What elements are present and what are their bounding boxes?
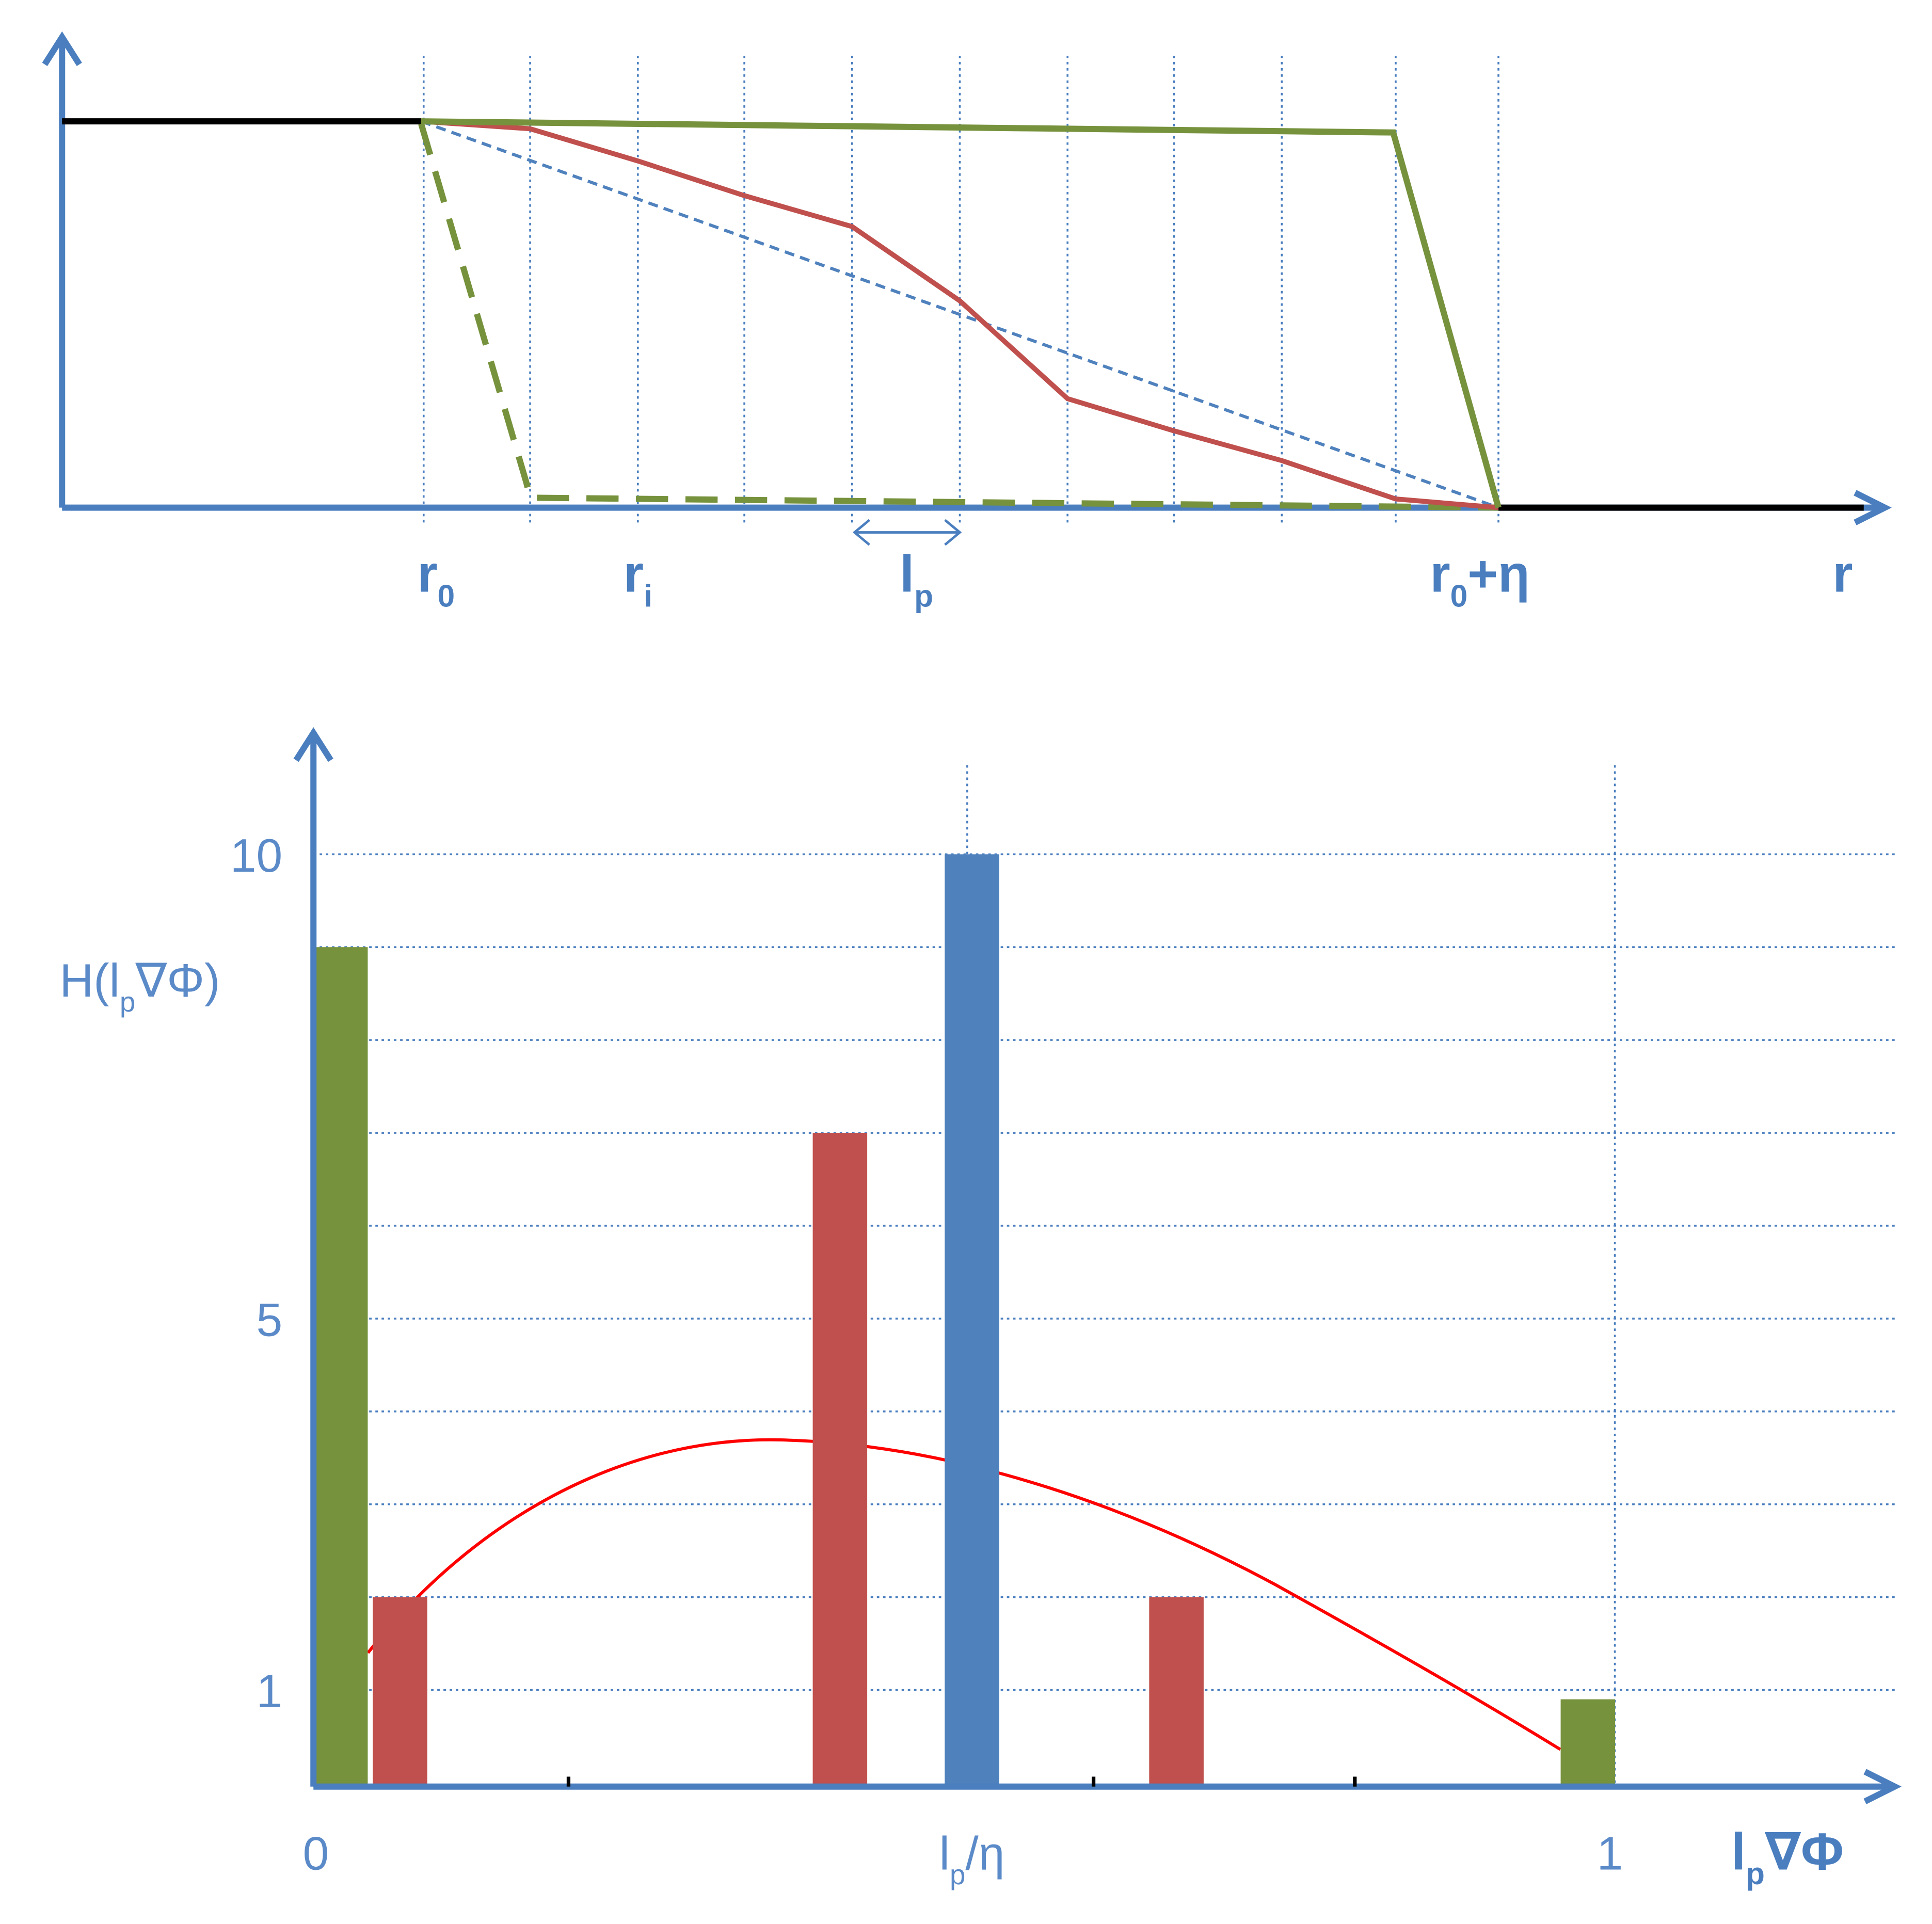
- top-y-axis: [42, 31, 82, 508]
- label-subscript: p: [914, 578, 933, 613]
- axis-label: r: [1832, 546, 1853, 603]
- y-axis-title: H(lp∇Φ): [59, 954, 220, 1018]
- label-subscript: 0: [438, 578, 455, 613]
- green-profile: [421, 118, 1502, 509]
- x-tick-label: 1: [1597, 1827, 1623, 1880]
- lp-arrow: [852, 519, 962, 546]
- minor-ticks: [566, 1776, 1357, 1787]
- bar: [373, 1597, 427, 1787]
- bars: [313, 854, 1616, 1787]
- label-subscript: 0: [1450, 578, 1468, 613]
- label-main: r: [624, 546, 644, 603]
- bar: [945, 854, 999, 1787]
- label-suffix: ∇Φ): [135, 954, 220, 1007]
- x-tick-label: lp/η: [939, 1827, 1005, 1890]
- bar: [313, 947, 368, 1787]
- label-suffix: /η: [965, 1827, 1004, 1880]
- label-suffix: ∇Φ: [1765, 1823, 1844, 1881]
- label-subscript: p: [120, 986, 135, 1018]
- label-subscript: p: [1746, 1856, 1765, 1891]
- label-main: r: [417, 546, 437, 603]
- bar: [812, 1133, 868, 1787]
- label-suffix: +η: [1467, 546, 1529, 603]
- label-subscript: p: [950, 1858, 965, 1890]
- axis-label: lp: [900, 546, 933, 614]
- top-grid: [422, 55, 1499, 526]
- label-main: r: [1430, 546, 1450, 603]
- x-axis-title: lp∇Φ: [1731, 1823, 1844, 1891]
- label-main: l: [939, 1827, 950, 1880]
- label-main: r: [1832, 546, 1853, 603]
- label-main: l: [1731, 1823, 1746, 1881]
- bottom-x-axis: [313, 1769, 1902, 1804]
- axis-label: r0: [417, 546, 455, 614]
- top-labels: r0 ri lp r0+η r: [417, 546, 1853, 614]
- bar: [1149, 1597, 1204, 1787]
- x-tick-label: 0: [303, 1827, 329, 1880]
- y-tick-label: 5: [257, 1293, 283, 1346]
- label-main: H(l: [59, 954, 119, 1007]
- bar: [1560, 1699, 1616, 1787]
- axis-label: r0+η: [1430, 546, 1529, 614]
- y-tick-label: 10: [230, 829, 282, 882]
- axis-label: ri: [624, 546, 652, 614]
- label-main: l: [900, 546, 914, 603]
- label-subscript: i: [644, 578, 652, 613]
- y-tick-label: 1: [257, 1665, 283, 1718]
- bottom-y-axis: [293, 727, 333, 1787]
- green-dashed-profile: [418, 123, 1499, 511]
- red-profile: [421, 119, 1499, 510]
- blue-dashed-profile: [420, 120, 1499, 509]
